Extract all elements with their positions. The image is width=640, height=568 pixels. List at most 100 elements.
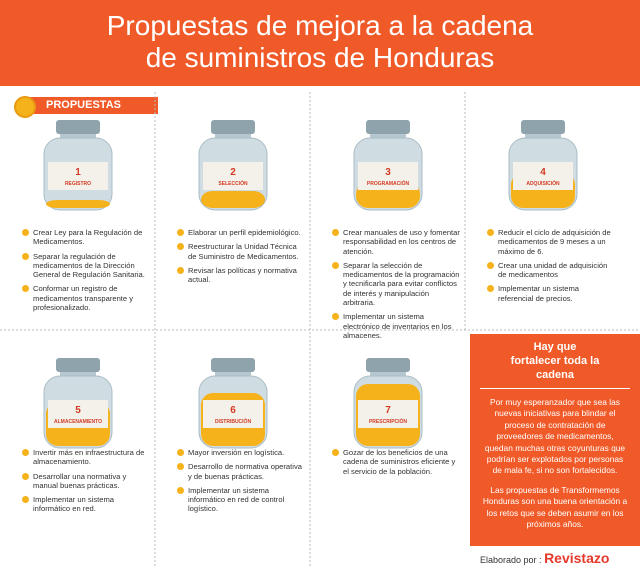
title-line: de suministros de Honduras — [145, 42, 495, 73]
panel-paragraph: Las propuestas de Transformemos Honduras… — [482, 484, 628, 530]
bullet-dot — [332, 313, 339, 321]
bullet-dot — [177, 229, 184, 236]
bottle-cap — [56, 120, 100, 134]
bullet-list: Crear manuales de uso y fomentar respons… — [332, 228, 460, 345]
item-number: 1 — [75, 167, 81, 178]
bottle: 5 ALMACENAMIENTO — [43, 358, 113, 449]
footer: Elaborado por : Revistazo — [480, 550, 609, 566]
proposal-cell: 7 PRESCRIPCIÓN Gozar de los beneficios de … — [310, 330, 470, 566]
side-panel: Hay que fortalecer toda la cadena Por mu… — [470, 334, 640, 546]
item-label: DISTRIBUCIÓN — [215, 417, 252, 425]
proposal-cell: 1 REGISTRO Crear Ley para la Regulación de… — [0, 92, 160, 328]
bullet-dot — [177, 449, 184, 456]
bullet-text: Elaborar un perfil epidemiológico. — [188, 228, 301, 237]
header: Propuestas de mejora a la cadena de sumi… — [0, 0, 640, 86]
bottle-cap — [211, 120, 255, 134]
bottle-label — [48, 162, 108, 190]
item-label: PROGRAMACIÓN — [367, 179, 410, 187]
bullet-text: Crear una unidad de adquisición de medic… — [498, 260, 608, 280]
bullet-list: Reducir el ciclo de adquisición de medic… — [487, 228, 615, 308]
pills — [46, 200, 110, 208]
proposal-cell: 6 DISTRIBUCIÓN Mayor inversión en logístic… — [155, 330, 315, 566]
bullet-dot — [332, 229, 339, 236]
item-label: REGISTRO — [65, 181, 91, 187]
bullet-list: Invertir más en infraestructura de almac… — [22, 448, 150, 519]
item-label: PRESCRIPCIÓN — [369, 417, 407, 425]
bullet-item: Reducir el ciclo de adquisición de medic… — [487, 228, 615, 256]
bottle-label — [203, 162, 263, 190]
bottle-cap — [56, 358, 100, 372]
bullet-item: Implementar un sistema electrónico de in… — [332, 312, 460, 340]
panel-paragraph: Por muy esperanzador que sea las nuevas … — [484, 397, 626, 476]
bullet-text: Mayor inversión en logística. — [188, 448, 285, 457]
bottle-neck — [370, 372, 406, 378]
bottle-neck — [60, 372, 96, 378]
pills — [201, 191, 265, 208]
bullet-item: Crear manuales de uso y fomentar respons… — [332, 228, 460, 256]
bullet-dot — [22, 285, 29, 293]
bullet-item: Implementar un sistema informático en re… — [177, 486, 305, 514]
bottle-cap — [521, 120, 565, 134]
item-label: SELECCIÓN — [218, 179, 248, 187]
bullet-text: Conformar un registro de medicamentos tr… — [33, 284, 134, 313]
bullet-item: Mayor inversión en logística. — [177, 448, 305, 457]
bottle-neck — [370, 134, 406, 140]
bullet-text: Implementar un sistema informático en re… — [188, 485, 285, 514]
bullet-text: Gozar de los beneficios de una cadena de… — [343, 448, 456, 476]
bullet-text: Separar la regulación de medicamentos de… — [33, 251, 145, 280]
item-number: 6 — [230, 405, 236, 416]
section-label: PROPUESTAS — [30, 97, 158, 114]
bottle-cap — [366, 358, 410, 372]
bullet-dot — [22, 229, 29, 236]
item-number: 7 — [385, 405, 391, 416]
bullet-dot — [332, 449, 339, 456]
bottle-cap — [366, 120, 410, 134]
bottle-neck — [60, 134, 96, 140]
coin-icon — [14, 96, 36, 118]
bullet-dot — [487, 261, 494, 269]
bullet-text: Implementar un sistema informático en re… — [33, 495, 115, 514]
item-label: ALMACENAMIENTO — [54, 419, 102, 425]
bullet-text: Implementar un sistema electrónico de in… — [343, 312, 452, 340]
bullet-dot — [177, 266, 184, 274]
proposal-cell: 4 ADQUISICIÓN Reducir el ciclo de adquisic… — [465, 92, 625, 328]
item-number: 5 — [75, 405, 81, 416]
bullet-dot — [22, 496, 29, 504]
bottle-neck — [215, 372, 251, 378]
bullet-item: Implementar un sistema informático en re… — [22, 495, 150, 514]
bullet-dot — [177, 243, 184, 251]
bullet-list: Elaborar un perfil epidemiológico. Reestr… — [177, 228, 305, 289]
bullet-item: Gozar de los beneficios de una cadena de… — [332, 448, 460, 476]
bullet-dot — [487, 229, 494, 236]
panel-title: Hay que fortalecer toda la cadena — [480, 334, 630, 389]
bullet-text: Revisar las políticas y normativa actual… — [188, 265, 297, 285]
item-number: 3 — [385, 167, 391, 178]
bullet-dot — [177, 463, 184, 471]
bottle-label — [48, 400, 108, 428]
bullet-dot — [332, 261, 339, 269]
bullet-text: Reducir el ciclo de adquisición de medic… — [498, 228, 611, 256]
bullet-item: Separar la regulación de medicamentos de… — [22, 252, 150, 280]
bullet-text: Separar la selección de medicamentos de … — [343, 260, 460, 308]
title-line: Propuestas de mejora a la cadena — [106, 10, 534, 41]
bullet-text: Crear Ley para la Regulación de Medicame… — [33, 228, 143, 247]
item-number: 2 — [230, 167, 236, 178]
bullet-item: Crear una unidad de adquisición de medic… — [487, 261, 615, 280]
bullet-text: Desarrollar una normativa y manual buena… — [33, 471, 127, 490]
bottle-label — [203, 400, 263, 428]
bottle-label — [358, 400, 418, 428]
brand: Revistazo — [544, 550, 610, 566]
bullet-item: Invertir más en infraestructura de almac… — [22, 448, 150, 467]
bottle-label — [358, 162, 418, 190]
bullet-item: Conformar un registro de medicamentos tr… — [22, 284, 150, 312]
bullet-dot — [177, 486, 184, 494]
footer-prefix: Elaborado por : — [480, 555, 542, 565]
bullet-dot — [22, 472, 29, 480]
bullet-text: Crear manuales de uso y fomentar respons… — [343, 228, 460, 256]
bullet-dot — [487, 285, 494, 293]
